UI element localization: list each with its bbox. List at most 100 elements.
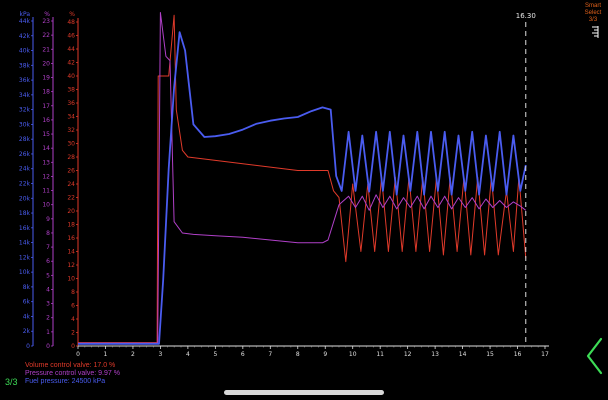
y-tick-label: 18 xyxy=(67,222,75,229)
x-tick-label: 1 xyxy=(104,351,108,358)
y-tick-label: 2k xyxy=(23,328,31,335)
chevron-left-icon[interactable] xyxy=(584,336,606,376)
x-tick-label: 6 xyxy=(241,351,245,358)
x-tick-label: 10 xyxy=(349,351,357,358)
y-tick-label: 44 xyxy=(67,46,75,53)
y-tick-label: 32k xyxy=(19,107,31,114)
y-tick-label: 36 xyxy=(67,100,75,107)
y-axis-unit-volume: % xyxy=(69,11,75,18)
y-tick-label: 34 xyxy=(67,114,75,121)
y-tick-label: 28k xyxy=(19,136,31,143)
time-cursor[interactable]: 16.30 xyxy=(516,12,536,346)
series-line-pressure xyxy=(78,12,527,344)
x-tick-label: 7 xyxy=(268,351,272,358)
x-tick-label: 16 xyxy=(514,351,522,358)
legend-pressure-control-valve: Pressure control valve: 9.97 % xyxy=(25,370,120,377)
x-tick-label: 8 xyxy=(296,351,300,358)
x-tick-label: 12 xyxy=(404,351,412,358)
y-tick-label: 36k xyxy=(19,77,31,84)
legend-fuel-pressure: Fuel pressure: 24500 kPa xyxy=(25,378,106,385)
y-tick-label: 1 xyxy=(46,329,50,336)
y-tick-label: 23 xyxy=(42,18,50,25)
y-tick-label: 38k xyxy=(19,62,31,69)
y-tick-label: 20 xyxy=(42,60,50,67)
legend: Volume control valve: 17.0 % Pressure co… xyxy=(25,362,120,386)
y-tick-label: 19 xyxy=(42,75,50,82)
y-tick-label: 17 xyxy=(42,103,50,110)
y-tick-label: 8 xyxy=(71,289,75,296)
y-tick-label: 30k xyxy=(19,121,31,128)
y-tick-label: 18 xyxy=(42,89,50,96)
y-tick-label: 30 xyxy=(67,141,75,148)
y-tick-label: 18k xyxy=(19,210,31,217)
y-tick-label: 4k xyxy=(23,313,31,320)
y-tick-label: 6 xyxy=(46,258,50,265)
y-tick-label: 20 xyxy=(67,208,75,215)
home-indicator[interactable] xyxy=(224,390,384,395)
x-tick-label: 13 xyxy=(431,351,439,358)
x-tick-label: 14 xyxy=(459,351,467,358)
x-tick-label: 15 xyxy=(486,351,494,358)
smart-select-label-2: Select xyxy=(584,10,602,16)
y-tick-label: 5 xyxy=(46,272,50,279)
x-axis: 0 1 2 3 4 5 6 7 8 9 10 11 12 13 14 15 16 17 xyxy=(76,345,549,358)
y-tick-label: 21 xyxy=(42,46,50,53)
y-tick-label: 4 xyxy=(71,316,75,323)
y-tick-label: 42k xyxy=(19,33,31,40)
series-line-volume xyxy=(78,14,527,344)
y-tick-label: 28 xyxy=(67,154,75,161)
y-tick-label: 10 xyxy=(67,276,75,283)
x-tick-label: 9 xyxy=(323,351,327,358)
y-tick-label: 16 xyxy=(67,235,75,242)
x-tick-label: 17 xyxy=(541,351,549,358)
y-tick-label: 20k xyxy=(19,195,31,202)
legend-volume-control-valve: Volume control valve: 17.0 % xyxy=(25,362,116,369)
smart-select-label-1: Smart xyxy=(584,3,601,9)
y-tick-label: 3 xyxy=(46,301,50,308)
y-axis-unit-fuel: kPa xyxy=(20,11,31,18)
y-tick-label: 22 xyxy=(42,32,50,39)
y-tick-label: 24k xyxy=(19,166,31,173)
y-tick-label: 2 xyxy=(46,315,50,322)
y-tick-label: 44k xyxy=(19,18,31,25)
y-tick-label: 6k xyxy=(23,299,31,306)
x-tick-label: 2 xyxy=(131,351,135,358)
x-tick-label: 4 xyxy=(186,351,190,358)
y-tick-label: 7 xyxy=(46,244,50,251)
y-tick-label: 11 xyxy=(42,188,50,195)
cursor-label: 16.30 xyxy=(516,12,536,20)
y-tick-label: 12 xyxy=(67,262,75,269)
y-tick-label: 40k xyxy=(19,48,31,55)
x-tick-label: 5 xyxy=(213,351,217,358)
y-tick-label: 14 xyxy=(42,145,50,152)
y-tick-label: 12 xyxy=(42,173,50,180)
y-axes: kPa 0 2k 4k 6k 8k 10k 12k 14k 16k 18k 20k 22k 24k 26k 2… xyxy=(19,11,79,350)
y-tick-label: 22 xyxy=(67,195,75,202)
y-tick-label: 26k xyxy=(19,151,31,158)
y-tick-label: 10k xyxy=(19,269,31,276)
y-tick-label: 32 xyxy=(67,127,75,134)
y-tick-label: 12k xyxy=(19,254,31,261)
y-tick-label: 14k xyxy=(19,240,31,247)
page-indicator: 3/3 xyxy=(5,377,18,387)
series-layer xyxy=(78,12,527,345)
y-tick-label: 14 xyxy=(67,249,75,256)
y-tick-label: 42 xyxy=(67,60,75,67)
smart-select-button[interactable]: Smart Select 3/3 xyxy=(578,3,608,24)
y-tick-label: 38 xyxy=(67,87,75,94)
y-tick-label: 46 xyxy=(67,33,75,40)
y-tick-label: 10 xyxy=(42,202,50,209)
y-tick-label: 34k xyxy=(19,92,31,99)
ruler-scale-icon[interactable] xyxy=(590,25,600,39)
y-tick-label: 6 xyxy=(71,303,75,310)
y-tick-label: 0 xyxy=(46,343,50,350)
y-tick-label: 22k xyxy=(19,181,31,188)
y-tick-label: 15 xyxy=(42,131,50,138)
y-tick-label: 16k xyxy=(19,225,31,232)
y-tick-label: 26 xyxy=(67,168,75,175)
x-tick-label: 11 xyxy=(376,351,384,358)
y-tick-label: 40 xyxy=(67,73,75,80)
y-tick-label: 13 xyxy=(42,159,50,166)
y-tick-label: 16 xyxy=(42,117,50,124)
